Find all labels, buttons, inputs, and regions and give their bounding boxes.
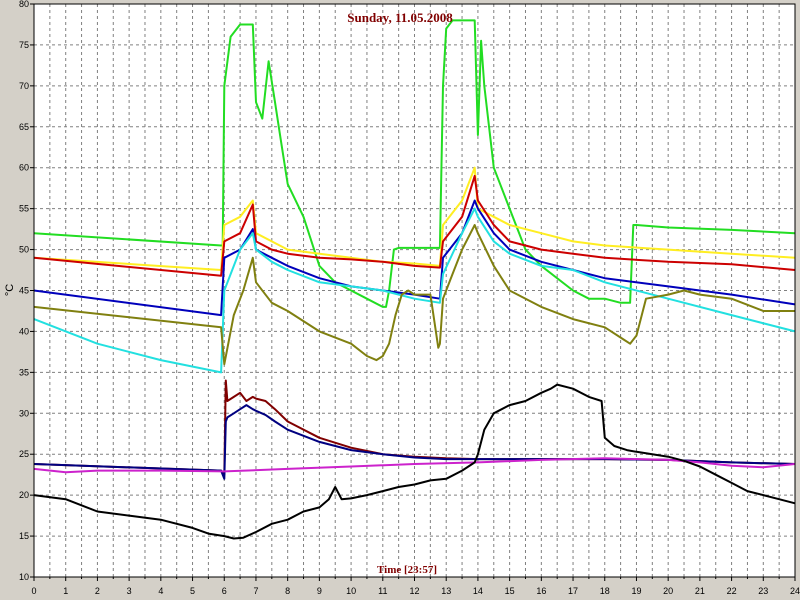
y-tick-label: 75: [19, 40, 29, 50]
x-tick-label: 10: [346, 586, 356, 596]
x-tick-label: 17: [568, 586, 578, 596]
y-tick-label: 35: [19, 367, 29, 377]
y-tick-label: 10: [19, 572, 29, 582]
x-tick-label: 13: [441, 586, 451, 596]
y-tick-label: 55: [19, 204, 29, 214]
grid: [34, 4, 795, 577]
y-axis-label: °C: [4, 284, 16, 296]
x-tick-label: 22: [727, 586, 737, 596]
x-tick-label: 7: [253, 586, 258, 596]
y-tick-label: 60: [19, 163, 29, 173]
x-tick-label: 24: [790, 586, 800, 596]
series-layer: [33, 19, 796, 540]
series-line: [33, 19, 796, 308]
x-tick-label: 21: [695, 586, 705, 596]
y-tick-label: 80: [19, 0, 29, 9]
x-tick-label: 16: [536, 586, 546, 596]
y-tick-label: 30: [19, 408, 29, 418]
series-line: [33, 224, 795, 366]
x-tick-label: 5: [190, 586, 195, 596]
x-tick-label: 11: [378, 586, 387, 596]
x-tick-label: 23: [758, 586, 768, 596]
y-tick-label: 70: [19, 81, 29, 91]
y-axis-ticks: 10 15 20 25 30 35 40 45 50 55 60 65 70 75 80: [19, 0, 34, 582]
x-tick-label: 14: [473, 586, 483, 596]
y-tick-label: 65: [19, 122, 29, 132]
x-tick-label: 12: [409, 586, 419, 596]
x-tick-label: 6: [222, 586, 227, 596]
x-tick-label: 20: [663, 586, 673, 596]
y-tick-label: 20: [19, 490, 29, 500]
series-line: [33, 207, 796, 374]
y-tick-label: 50: [19, 245, 29, 255]
y-tick-label: 25: [19, 449, 29, 459]
x-tick-label: 19: [631, 586, 641, 596]
x-tick-label: 1: [63, 586, 68, 596]
x-tick-label: 15: [505, 586, 515, 596]
x-axis-ticks: 0 1 2 3 4 5 6 7 8 9 10 11 12 13 14 15 16 17 18 19 20 21 22 23 24: [31, 577, 800, 596]
x-axis-label: Time [23:57]: [377, 564, 437, 576]
chart-title: Sunday, 11.05.2008: [347, 10, 453, 25]
series-line: [33, 174, 796, 277]
series-line: [33, 457, 796, 474]
y-tick-label: 40: [19, 326, 29, 336]
x-tick-label: 4: [158, 586, 163, 596]
x-tick-label: 0: [31, 586, 36, 596]
x-tick-label: 9: [317, 586, 322, 596]
x-tick-label: 8: [285, 586, 290, 596]
y-tick-label: 45: [19, 286, 29, 296]
y-tick-label: 15: [19, 531, 29, 541]
series-line: [33, 383, 796, 540]
x-tick-label: 18: [600, 586, 610, 596]
x-tick-label: 2: [95, 586, 100, 596]
x-tick-label: 3: [127, 586, 132, 596]
